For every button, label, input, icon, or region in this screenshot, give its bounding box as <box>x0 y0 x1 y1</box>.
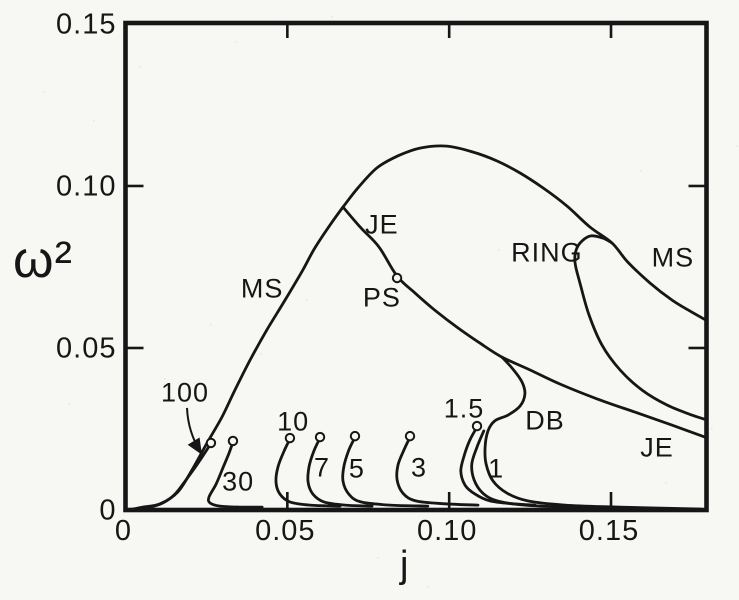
curve-RING <box>573 234 706 421</box>
curve-seq-7 <box>306 436 374 508</box>
curve-label-100: 100 <box>161 378 209 408</box>
curve-label-1: 1 <box>488 453 504 483</box>
scan-speckle <box>235 41 237 43</box>
scan-speckle <box>402 274 404 276</box>
scan-speckle <box>427 586 429 588</box>
marker-end-10 <box>284 432 296 444</box>
curve-label-1.5: 1.5 <box>444 393 485 423</box>
scan-speckle <box>736 145 738 147</box>
x-tick-label: 0.10 <box>417 515 477 547</box>
scan-speckle <box>164 378 166 380</box>
scan-speckle <box>377 557 379 559</box>
scan-speckle <box>43 91 45 93</box>
scan-speckle <box>544 195 546 197</box>
y-tick-label: 0.05 <box>56 332 116 364</box>
curve-seq-30 <box>206 440 264 509</box>
scan-speckle <box>93 120 95 122</box>
x-axis-title: j <box>400 544 409 586</box>
y-axis-title: ω² <box>13 231 73 289</box>
scan-speckle <box>68 403 70 405</box>
curve-seq-3 <box>395 435 480 507</box>
curve-label-30: 30 <box>222 466 254 496</box>
curve-seq-1 <box>470 429 617 510</box>
scan-speckle <box>665 482 667 484</box>
curve-label-PS: PS <box>363 283 401 313</box>
scan-speckle <box>640 170 642 172</box>
curve-JE <box>341 205 707 439</box>
marker-end-3 <box>404 430 416 442</box>
x-tick-label: 0 <box>115 515 132 547</box>
curve-DB <box>483 355 702 511</box>
scan-speckle <box>473 532 475 534</box>
marker-end-7 <box>314 431 326 443</box>
scan-speckle <box>331 16 333 18</box>
curve-label-RING: RING <box>511 238 583 268</box>
arrow-label-100-pointer <box>186 407 202 455</box>
marker-end-1.5 <box>471 420 483 432</box>
curve-label-10: 10 <box>277 406 309 436</box>
scan-speckle <box>498 249 500 251</box>
scan-speckle <box>260 353 262 355</box>
curve-seq-10 <box>274 437 342 508</box>
y-tick-label: 0.15 <box>56 8 116 40</box>
curve-seq-100 <box>134 443 212 511</box>
curve-label-JE: JE <box>640 433 674 463</box>
curve-label-5: 5 <box>349 453 365 483</box>
scan-speckle <box>210 324 212 326</box>
curve-label-3: 3 <box>411 452 427 482</box>
curve-label-MS: MS <box>241 274 284 304</box>
marker-end-30 <box>227 435 239 447</box>
marker-PS-bifurcation-point <box>391 272 403 284</box>
x-tick-label: 0.15 <box>579 515 639 547</box>
marker-end-5 <box>349 430 361 442</box>
plot-frame <box>123 20 709 513</box>
curve-label-MS: MS <box>652 242 695 272</box>
y-tick-label: 0.10 <box>56 170 116 202</box>
curve-label-JE: JE <box>365 209 399 239</box>
marker-end-100 <box>205 437 217 449</box>
y-tick-label: 0 <box>99 495 116 527</box>
scan-speckle <box>139 66 141 68</box>
x-tick-label: 0.05 <box>255 515 315 547</box>
curve-label-DB: DB <box>525 405 565 435</box>
curve-label-7: 7 <box>314 452 330 482</box>
scan-speckle <box>711 428 713 430</box>
scan-speckle <box>306 299 308 301</box>
scan-speckle <box>594 224 596 226</box>
curve-seq-5 <box>341 435 430 508</box>
